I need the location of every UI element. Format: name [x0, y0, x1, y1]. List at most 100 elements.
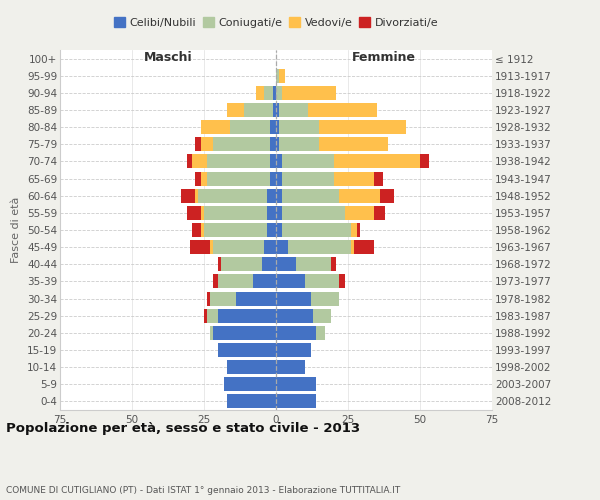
Text: Femmine: Femmine	[352, 51, 416, 64]
Bar	[212, 274, 218, 288]
Bar	[207, 172, 270, 185]
Bar	[276, 120, 279, 134]
Bar	[210, 292, 236, 306]
Bar	[201, 223, 204, 237]
Bar	[319, 120, 406, 134]
Bar	[279, 120, 319, 134]
Bar	[193, 154, 207, 168]
Bar	[420, 154, 428, 168]
Bar	[230, 120, 270, 134]
Bar	[270, 120, 276, 134]
Legend: Celibi/Nubili, Coniugati/e, Vedovi/e, Divorziati/e: Celibi/Nubili, Coniugati/e, Vedovi/e, Di…	[109, 13, 443, 32]
Bar	[374, 206, 385, 220]
Bar	[270, 138, 276, 151]
Bar	[282, 206, 345, 220]
Bar	[276, 308, 313, 322]
Bar	[296, 258, 331, 272]
Bar	[212, 138, 270, 151]
Bar	[268, 188, 276, 202]
Bar	[193, 223, 201, 237]
Bar	[181, 188, 196, 202]
Bar	[276, 343, 311, 357]
Bar	[221, 258, 262, 272]
Bar	[218, 308, 276, 322]
Bar	[273, 103, 276, 117]
Bar	[207, 292, 210, 306]
Bar	[201, 206, 204, 220]
Bar	[282, 154, 334, 168]
Bar	[276, 206, 282, 220]
Bar	[201, 120, 230, 134]
Bar	[351, 240, 354, 254]
Bar	[276, 360, 305, 374]
Bar	[265, 86, 273, 100]
Bar	[273, 86, 276, 100]
Bar	[244, 103, 273, 117]
Bar	[227, 360, 276, 374]
Bar	[311, 292, 340, 306]
Bar	[282, 86, 337, 100]
Bar	[276, 103, 279, 117]
Bar	[212, 240, 265, 254]
Bar	[276, 223, 282, 237]
Bar	[201, 172, 207, 185]
Bar	[354, 240, 374, 254]
Bar	[196, 172, 201, 185]
Bar	[279, 68, 284, 82]
Bar	[276, 394, 316, 408]
Bar	[276, 154, 282, 168]
Bar	[198, 188, 268, 202]
Bar	[204, 308, 207, 322]
Bar	[196, 188, 198, 202]
Bar	[282, 188, 340, 202]
Bar	[276, 258, 296, 272]
Bar	[207, 154, 270, 168]
Bar	[236, 292, 276, 306]
Bar	[227, 103, 244, 117]
Bar	[334, 154, 420, 168]
Bar	[374, 172, 383, 185]
Bar	[190, 240, 210, 254]
Bar	[380, 188, 394, 202]
Bar	[270, 154, 276, 168]
Bar	[356, 223, 359, 237]
Bar	[340, 274, 345, 288]
Bar	[276, 172, 282, 185]
Y-axis label: Fasce di età: Fasce di età	[11, 197, 22, 263]
Bar	[224, 378, 276, 392]
Bar	[340, 188, 380, 202]
Bar	[253, 274, 276, 288]
Bar	[218, 258, 221, 272]
Bar	[276, 292, 311, 306]
Bar	[210, 240, 212, 254]
Text: Popolazione per età, sesso e stato civile - 2013: Popolazione per età, sesso e stato civil…	[6, 422, 360, 435]
Bar	[210, 326, 212, 340]
Bar	[276, 188, 282, 202]
Bar	[212, 326, 276, 340]
Bar	[276, 274, 305, 288]
Bar	[276, 240, 287, 254]
Bar	[351, 223, 356, 237]
Bar	[270, 172, 276, 185]
Bar	[207, 308, 218, 322]
Text: Maschi: Maschi	[143, 51, 193, 64]
Bar	[204, 223, 268, 237]
Bar	[345, 206, 374, 220]
Bar	[218, 274, 253, 288]
Bar	[268, 223, 276, 237]
Bar	[334, 172, 374, 185]
Bar	[276, 378, 316, 392]
Text: COMUNE DI CUTIGLIANO (PT) - Dati ISTAT 1° gennaio 2013 - Elaborazione TUTTITALIA: COMUNE DI CUTIGLIANO (PT) - Dati ISTAT 1…	[6, 486, 400, 495]
Bar	[313, 308, 331, 322]
Bar	[319, 138, 388, 151]
Bar	[276, 326, 316, 340]
Bar	[227, 394, 276, 408]
Bar	[282, 223, 351, 237]
Bar	[276, 138, 279, 151]
Bar	[316, 326, 325, 340]
Bar	[276, 86, 282, 100]
Bar	[218, 343, 276, 357]
Bar	[262, 258, 276, 272]
Bar	[201, 138, 212, 151]
Bar	[265, 240, 276, 254]
